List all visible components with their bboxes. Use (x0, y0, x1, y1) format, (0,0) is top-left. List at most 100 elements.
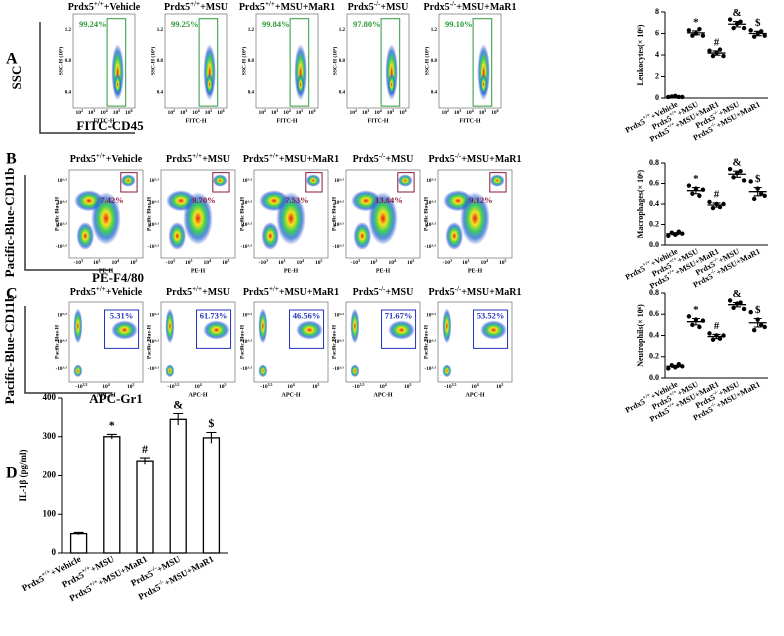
plot-title-treatment: +MSU+MaR1 (461, 154, 521, 165)
tick-exp: 4 (106, 109, 108, 113)
density-cloud (296, 73, 305, 96)
plot-x-label: PE-H (284, 268, 299, 274)
tick-base: 10 (278, 260, 284, 266)
tick-exp: 3 (173, 259, 175, 263)
plot-title-treatment: +MSU (202, 154, 230, 165)
plot-frame (438, 13, 502, 109)
tick-label: 102 (75, 109, 83, 116)
tick-label: 102 (349, 109, 357, 116)
tick-label: 10⁵·⁵ (426, 178, 436, 184)
tick-exp: 3 (185, 109, 187, 113)
tick-label: 105 (113, 109, 121, 116)
axis-x-title: PE-F4/80 (92, 270, 144, 285)
gate-percent: 97.80% (353, 19, 381, 29)
data-point (697, 193, 702, 198)
data-point (707, 199, 712, 205)
tick-base: 10 (454, 110, 460, 116)
plot-title-gene: Prdx5 (353, 154, 379, 165)
tick-base: 10 (113, 110, 119, 116)
gate (198, 18, 219, 107)
plot-title-treatment: +Vehicle (104, 2, 141, 13)
data-point (686, 314, 692, 319)
tick-label: 10⁴·⁵ (149, 200, 159, 206)
gate-percent: 46.56% (293, 310, 321, 320)
tick-base: 10 (194, 384, 200, 390)
error-bar (671, 95, 680, 98)
tick-label: 0.8 (431, 59, 438, 64)
bar (169, 418, 187, 554)
significance: & (733, 157, 742, 169)
tick-label: 106 (399, 109, 407, 116)
tick-label: 10⁴·⁵ (242, 339, 252, 345)
significance: & (173, 397, 183, 411)
tick-label: 106 (217, 109, 225, 116)
tick-label: 102 (167, 109, 175, 116)
plot-title-treatment: +MSU (200, 2, 228, 13)
tick-label: -103 (259, 259, 268, 266)
tick-exp: 3.5 (83, 383, 88, 387)
tick-exp: 3 (358, 259, 360, 263)
tick-label: 10⁵·⁵ (149, 312, 159, 318)
x-tick-label-genotype: -/- (710, 269, 718, 277)
density-cloud (350, 308, 360, 344)
x-tick-label-genotype: +/+ (80, 564, 92, 575)
tick-label: 0.4 (65, 90, 72, 95)
tick-base: 10 (407, 260, 413, 266)
tick-label: 1.2 (248, 28, 255, 33)
x-tick-label-genotype: +/+ (668, 109, 678, 118)
tick-exp: 3 (93, 109, 95, 113)
tick-label: 10⁵·⁵ (242, 312, 252, 318)
panel-letter: D (6, 465, 18, 482)
tick-label: 105 (130, 259, 138, 266)
error-bar (671, 232, 680, 236)
significance: & (733, 288, 742, 300)
tick-label: 0.4 (431, 90, 438, 95)
tick-label: 0.8 (248, 59, 255, 64)
plot-x-label: FITC-H (460, 118, 481, 124)
x-tick-label-genotype: -/- (712, 389, 720, 397)
tick-label: 10⁴·⁵ (57, 200, 67, 206)
significance: $ (755, 173, 761, 185)
plot-y-label: SSC-H (10⁶) (57, 47, 64, 76)
tick-label: 102 (441, 109, 449, 116)
error-bar (712, 50, 721, 56)
gate-percent: 9.70% (192, 195, 215, 205)
tick-base: 10 (374, 110, 380, 116)
axis-arrow (24, 175, 112, 271)
tick-base: 10 (399, 110, 405, 116)
tick-label: 105 (315, 259, 323, 266)
plot-y-label: SSC-H (10⁶) (149, 47, 156, 76)
plot-frame (346, 13, 410, 109)
error-bar (753, 317, 762, 328)
tick-exp: 4 (486, 259, 488, 263)
tick-label: 106 (308, 109, 316, 116)
plot-x-label: FITC-H (186, 118, 207, 124)
density-cloud (183, 192, 213, 245)
gate-percent: 99.25% (171, 19, 199, 29)
tick-base: 10 (180, 110, 186, 116)
density-cloud (350, 364, 360, 378)
tick-base: 10 (185, 260, 191, 266)
plot-title: Prdx5+/++Vehicle (70, 152, 143, 166)
data-point (741, 25, 747, 31)
plot-title-genotype: +/+ (269, 285, 279, 293)
plot-title: Prdx5+/++MSU (166, 285, 230, 299)
tick-label: 104 (389, 259, 397, 266)
density-cloud (387, 73, 396, 96)
plot-title: Prdx5+/++MSU+MaR1 (239, 0, 335, 13)
tick-exp: 5 (392, 109, 394, 113)
density-cloud (445, 221, 464, 251)
gate-percent: 7.42% (100, 195, 123, 205)
tick-base: 10 (479, 110, 485, 116)
plot-title-genotype: +/+ (96, 152, 106, 160)
data-point (727, 166, 733, 172)
tick-exp: 5 (484, 109, 486, 113)
tick-label: 103 (278, 259, 286, 266)
tick-exp: 6 (314, 109, 316, 113)
plot-title-genotype: +/+ (94, 0, 104, 8)
x-tick-label-genotype: +/+ (642, 393, 652, 402)
tick-label: 1.2 (339, 28, 346, 33)
tick-exp: 4 (380, 109, 382, 113)
tick-label: -10³·⁵ (425, 244, 437, 250)
data-point (762, 324, 767, 330)
